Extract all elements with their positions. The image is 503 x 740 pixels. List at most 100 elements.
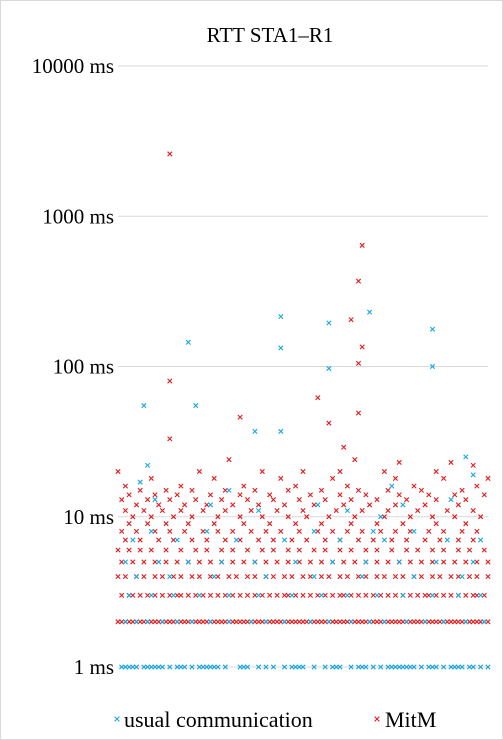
y-tick-label: 100 ms: [53, 355, 114, 379]
data-point: [363, 559, 369, 565]
data-point: [415, 507, 421, 514]
data-point: [293, 559, 299, 565]
data-point: [259, 468, 265, 475]
data-point: [363, 547, 369, 553]
data-point: [400, 502, 406, 508]
data-point: [226, 619, 232, 625]
data-point: [244, 497, 251, 503]
data-point: [311, 528, 317, 534]
data-point: [296, 497, 302, 503]
data-point: [385, 559, 391, 565]
data-point: [274, 507, 280, 514]
data-point: [207, 492, 214, 498]
data-point: [470, 537, 476, 543]
data-point: [474, 528, 480, 534]
data-point: [178, 547, 184, 553]
data-point: [152, 573, 158, 580]
data-point: [289, 592, 295, 598]
data-point: [355, 537, 362, 543]
data-point: [163, 547, 169, 553]
data-point: [148, 547, 154, 553]
data-point: [441, 528, 447, 534]
data-point: [470, 507, 476, 514]
data-point: [259, 514, 265, 520]
data-point: [285, 487, 291, 493]
data-point: [367, 502, 373, 508]
data-point: [385, 507, 391, 514]
data-point: [344, 483, 350, 489]
data-point: [281, 537, 288, 543]
data-point: [452, 514, 458, 520]
data-point: [115, 547, 121, 553]
data-point: [285, 547, 291, 553]
data-point: [156, 559, 162, 565]
data-point: [170, 514, 177, 520]
data-point: [267, 492, 273, 498]
data-point: [145, 619, 151, 625]
data-point: [463, 497, 469, 503]
data-point: [196, 573, 202, 580]
data-point: [441, 592, 447, 598]
data-point: [167, 378, 173, 384]
data-point: [470, 559, 476, 565]
data-point: [463, 619, 469, 625]
data-point: [222, 537, 228, 543]
data-point: [248, 528, 254, 534]
legend-item-mitm: MitM: [374, 707, 436, 732]
data-point: [215, 514, 221, 520]
data-point: [367, 619, 373, 625]
data-point: [293, 483, 299, 489]
data-point: [167, 528, 173, 534]
data-points: [115, 151, 491, 670]
legend-marker-mitm: [374, 716, 380, 722]
data-point: [392, 502, 399, 508]
data-point: [392, 592, 399, 598]
data-point: [415, 547, 421, 553]
data-point: [444, 537, 450, 543]
data-point: [311, 573, 317, 580]
data-point: [311, 664, 317, 670]
data-point: [385, 487, 391, 493]
data-point: [459, 664, 465, 670]
data-point: [230, 528, 236, 534]
series-mitm: [115, 151, 491, 625]
data-point: [341, 502, 347, 508]
data-point: [322, 537, 328, 543]
data-point: [270, 497, 276, 503]
data-point: [122, 483, 128, 489]
data-point: [122, 619, 128, 625]
data-point: [215, 664, 221, 670]
data-point: [378, 664, 384, 670]
data-point: [307, 592, 313, 598]
data-point: [278, 345, 284, 351]
data-point: [182, 528, 188, 534]
data-point: [330, 528, 336, 534]
data-point: [330, 475, 336, 481]
data-point: [463, 559, 469, 565]
data-point: [411, 573, 417, 580]
data-point: [363, 664, 369, 670]
data-point: [241, 483, 247, 489]
data-point: [300, 664, 306, 670]
data-point: [318, 573, 325, 580]
data-point: [396, 459, 402, 465]
data-point: [404, 537, 410, 543]
data-point: [296, 547, 302, 553]
data-point: [137, 479, 143, 485]
data-point: [119, 497, 125, 503]
data-point: [318, 487, 325, 493]
data-point: [133, 619, 140, 625]
y-tick-label: 1 ms: [74, 655, 114, 679]
data-point: [330, 559, 336, 565]
data-point: [115, 573, 121, 580]
data-point: [448, 497, 454, 503]
data-point: [174, 559, 180, 565]
data-point: [204, 528, 210, 534]
data-point: [122, 573, 128, 580]
data-point: [326, 365, 332, 372]
data-point: [344, 592, 350, 598]
data-point: [466, 573, 473, 580]
data-point: [359, 507, 365, 514]
